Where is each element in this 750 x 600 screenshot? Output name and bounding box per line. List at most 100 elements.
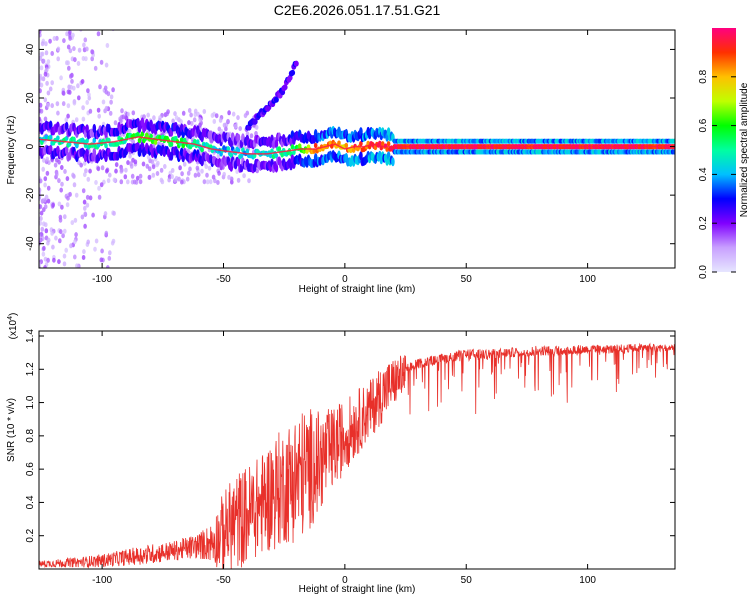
spectrogram-noise-cell <box>77 47 82 53</box>
spectrogram-noise-cell <box>39 178 43 184</box>
colorbar: 0.0 0.2 0.4 0.6 0.8 Normalized spectral ampl… <box>698 28 750 279</box>
spectrogram-panel: -100 -50 0 50 100 40 20 0 -20 -40 Height of strai… <box>6 29 676 295</box>
spectrogram-ridge-cell <box>92 137 97 143</box>
spectrogram-noise-cell <box>64 247 68 253</box>
spectrogram-noise-cell <box>105 43 110 48</box>
spectrogram-noise-cell <box>195 165 200 171</box>
spectrogram-ridge-cell <box>378 140 382 146</box>
spectrogram-noise-cell <box>73 239 77 245</box>
spectrogram-noise-cell <box>109 94 114 100</box>
spectrogram-noise-cell <box>81 255 86 260</box>
spectrogram-noise-cell <box>109 99 113 105</box>
spectrogram-noise-cell <box>43 176 48 182</box>
spectrogram-ytick-label: -20 <box>25 187 36 202</box>
spectrogram-noise-cell <box>152 115 156 121</box>
spectrogram-noise-cell <box>127 128 132 134</box>
spectrogram-noise-cell <box>104 230 109 236</box>
spectrogram-noise-cell <box>83 223 87 229</box>
spectrogram-noise-cell <box>192 117 197 123</box>
spectrogram-noise-cell <box>52 36 57 41</box>
spectrogram-noise-cell <box>83 172 87 178</box>
spectrogram-noise-cell <box>82 160 87 166</box>
spectrogram-noise-cell <box>56 46 61 52</box>
spectrogram-noise-cell <box>113 120 118 126</box>
spectrogram-noise-cell <box>85 202 90 208</box>
spectrogram-noise-cell <box>121 114 126 120</box>
spectrogram-noise-cell <box>100 248 104 254</box>
spectrogram-noise-cell <box>222 171 226 177</box>
spectrogram-noise-cell <box>99 257 104 263</box>
spectrogram-ridge-cell <box>115 141 120 147</box>
spectrogram-noise-cell <box>59 187 63 193</box>
spectrogram-noise-cell <box>68 35 72 41</box>
spectrogram-noise-cell <box>66 103 71 109</box>
spectrogram-noise-cell <box>112 177 117 183</box>
spectrogram-ridge-cell <box>239 153 244 159</box>
spectrogram-ridge-cell <box>64 121 69 131</box>
spectrogram-ytick-label: -40 <box>25 236 36 251</box>
spectrogram-noise-cell <box>74 192 79 198</box>
spectrogram-noise-cell <box>218 117 223 123</box>
spectrogram-track-cell <box>252 118 258 125</box>
spectrogram-noise-cell <box>90 56 94 62</box>
spectrogram-noise-cell <box>69 243 73 249</box>
spectrogram-noise-cell <box>212 119 217 124</box>
spectrogram-noise-cell <box>96 166 101 172</box>
spectrogram-noise-cell <box>66 44 71 50</box>
colorbar-gradient <box>712 28 736 272</box>
spectrogram-noise-cell <box>167 177 171 183</box>
spectrogram-xtick-label: 50 <box>461 274 473 285</box>
spectrogram-noise-cell <box>180 179 184 185</box>
spectrogram-xtick-label: -100 <box>92 274 112 285</box>
spectrogram-noise-cell <box>123 174 128 180</box>
spectrogram-noise-cell <box>216 153 221 159</box>
spectrogram-noise-cell <box>39 88 42 94</box>
spectrogram-noise-cell <box>71 172 75 178</box>
spectrogram-noise-cell <box>39 102 43 108</box>
spectrogram-noise-cell <box>65 202 70 208</box>
spectrogram-noise-cell <box>81 116 86 122</box>
colorbar-ticks: 0.0 0.2 0.4 0.6 0.8 <box>698 69 736 279</box>
spectrogram-noise-cell <box>111 87 115 93</box>
spectrogram-ridge-cell <box>386 141 391 147</box>
spectrogram-noise-cell <box>100 165 105 171</box>
spectrogram-noise-cell <box>73 217 78 223</box>
snr-xtick-label: -100 <box>92 575 112 586</box>
spectrogram-noise-cell <box>72 85 76 91</box>
spectrogram-noise-cell <box>138 179 143 185</box>
spectrogram-ridge-cell <box>268 153 273 159</box>
spectrogram-noise-cell <box>42 197 47 203</box>
spectrogram-noise-cell <box>68 191 72 197</box>
spectrogram-noise-cell <box>46 102 50 108</box>
spectrogram-noise-cell <box>205 179 210 185</box>
spectrogram-noise-cell <box>83 37 88 43</box>
snr-ylabel: SNR (10 * v/v) <box>6 398 17 462</box>
spectrogram-noise-cell <box>224 126 228 132</box>
spectrogram-noise-cell <box>163 164 167 169</box>
spectrogram-ridge-cell <box>196 139 200 145</box>
spectrogram-noise-cell <box>45 67 49 73</box>
spectrogram-noise-cell <box>106 178 111 184</box>
spectrogram-ridge-cell <box>85 138 89 144</box>
spectrogram-noise-cell <box>50 80 54 86</box>
spectrogram-noise-cell <box>146 154 151 160</box>
spectrogram-noise-cell <box>50 103 54 109</box>
spectrogram-ridge-cell <box>672 149 675 155</box>
spectrogram-noise-cell <box>76 61 81 66</box>
spectrogram-noise-cell <box>188 166 192 172</box>
spectrogram-noise-cell <box>39 65 44 71</box>
spectrogram-frame <box>38 29 676 269</box>
spectrogram-noise-cell <box>105 168 109 174</box>
spectrogram-noise-cell <box>126 111 131 117</box>
spectrogram-noise-cell <box>52 257 56 263</box>
spectrogram-data <box>39 30 675 268</box>
colorbar-tick-label: 0.2 <box>698 216 709 230</box>
spectrogram-noise-cell <box>68 48 73 54</box>
spectrogram-noise-cell <box>43 265 47 268</box>
spectrogram-noise-cell <box>146 112 150 118</box>
spectrogram-noise-cell <box>81 105 85 111</box>
colorbar-label: Normalized spectral amplitude <box>739 82 750 217</box>
spectrogram-noise-cell <box>86 239 90 245</box>
spectrogram-xtick-label: 100 <box>579 274 596 285</box>
spectrogram-noise-cell <box>77 95 81 101</box>
